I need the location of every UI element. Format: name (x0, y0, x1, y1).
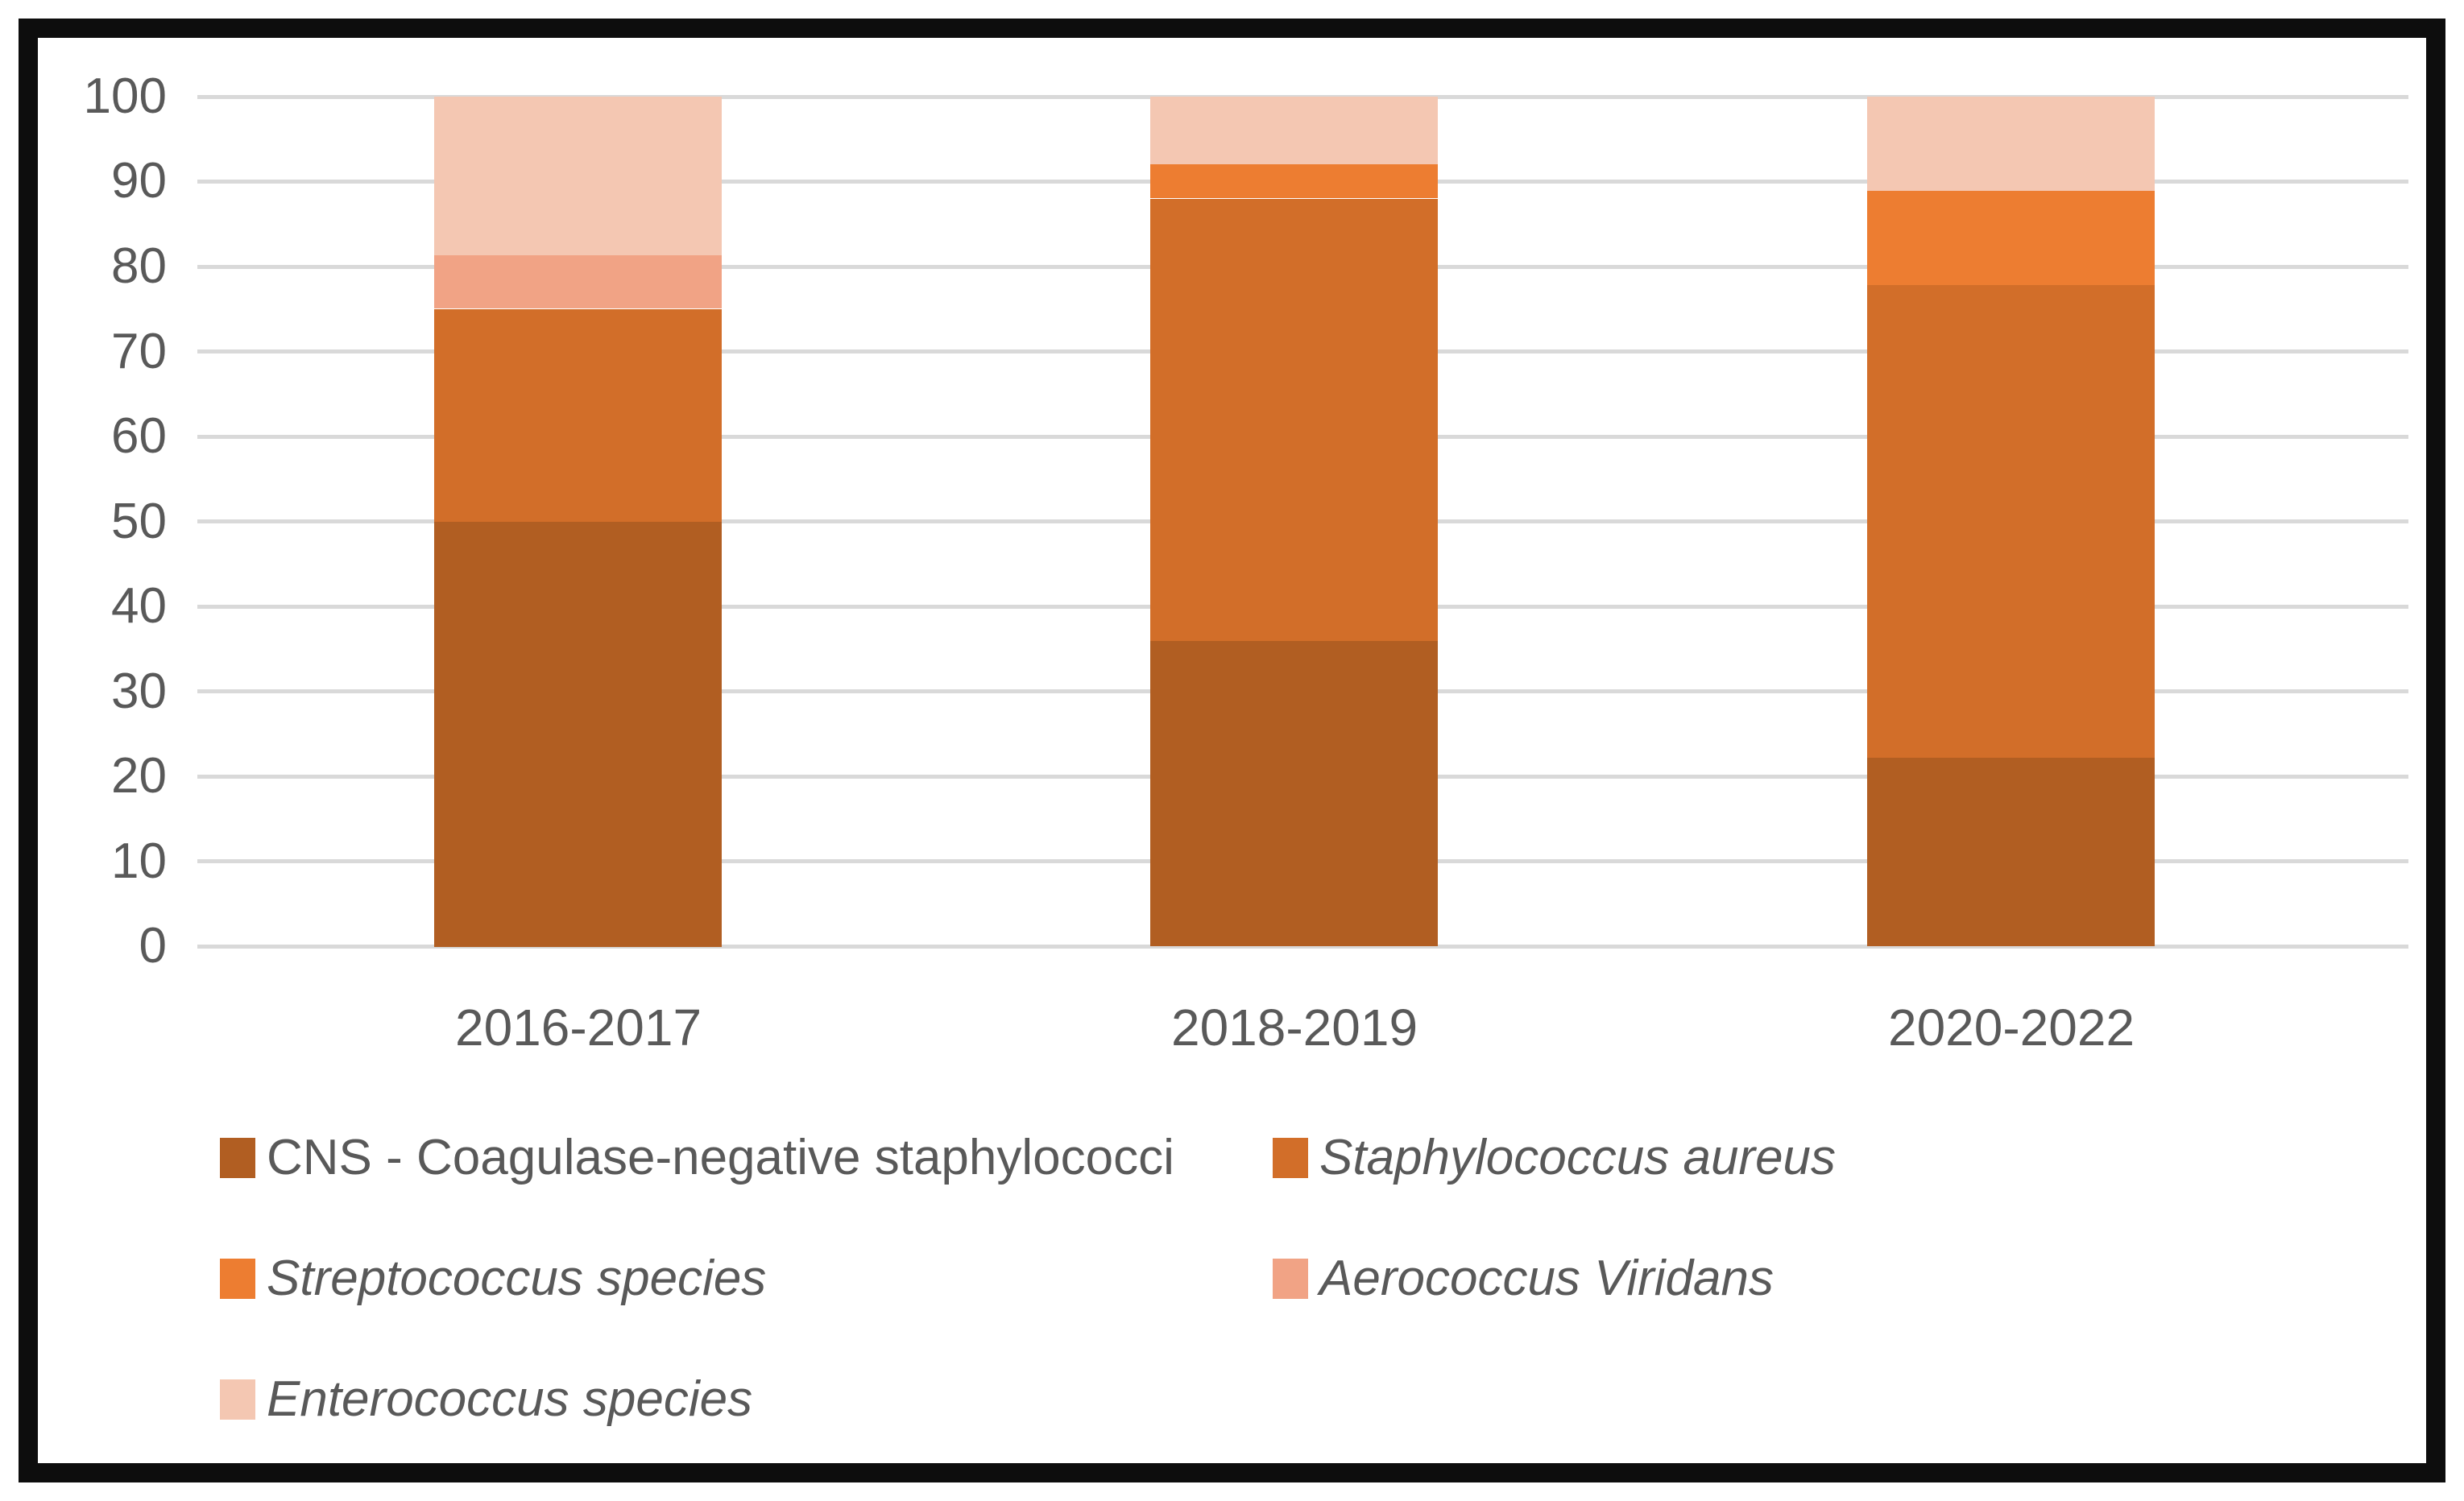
legend-label-2: Streptococcus species (267, 1251, 767, 1306)
legend-label-0: CNS - Coagulase-negative staphylococci (267, 1130, 1174, 1185)
bar-segment-2018-2019-series-2 (1150, 164, 1438, 198)
legend-swatch-0 (220, 1138, 255, 1178)
y-axis-tick-label: 10 (111, 833, 167, 889)
x-axis-category-label: 2020-2022 (1887, 999, 2135, 1056)
x-axis-category-label: 2016-2017 (454, 999, 702, 1056)
legend-swatch-4 (220, 1379, 255, 1420)
legend-label-3: Aerococcus Viridans (1319, 1251, 1774, 1306)
y-axis-tick-label: 90 (111, 153, 167, 209)
legend-label-4: Enterococcus species (267, 1371, 753, 1427)
bar-segment-2020-2022-series-0 (1867, 758, 2155, 946)
x-axis-category-label: 2018-2019 (1170, 999, 1418, 1056)
bar-segment-2016-2017-series-4 (434, 97, 722, 255)
gridline-y-0 (197, 945, 2408, 949)
bar-segment-2018-2019-series-0 (1150, 640, 1438, 946)
bar-segment-2020-2022-series-2 (1867, 191, 2155, 285)
y-axis-tick-label: 50 (111, 494, 167, 549)
bar-segment-2018-2019-series-1 (1150, 199, 1438, 641)
y-axis-tick-label: 30 (111, 664, 167, 719)
bar-segment-2016-2017-series-0 (434, 522, 722, 947)
y-axis-tick-label: 70 (111, 324, 167, 379)
legend-swatch-3 (1273, 1259, 1308, 1299)
y-axis-tick-label: 80 (111, 238, 167, 294)
bar-segment-2020-2022-series-1 (1867, 285, 2155, 758)
legend-swatch-2 (220, 1259, 255, 1299)
y-axis-tick-label: 0 (139, 918, 167, 974)
y-axis-tick-label: 40 (111, 578, 167, 634)
bar-segment-2018-2019-series-4 (1150, 97, 1438, 164)
bar-segment-2016-2017-series-1 (434, 309, 722, 522)
y-axis-tick-label: 100 (83, 68, 167, 124)
y-axis-tick-label: 20 (111, 748, 167, 804)
legend-swatch-1 (1273, 1138, 1308, 1178)
bar-segment-2020-2022-series-4 (1867, 97, 2155, 191)
legend-label-1: Staphylococcus aureus (1319, 1130, 1837, 1185)
y-axis-tick-label: 60 (111, 408, 167, 464)
bar-segment-2016-2017-series-3 (434, 255, 722, 308)
